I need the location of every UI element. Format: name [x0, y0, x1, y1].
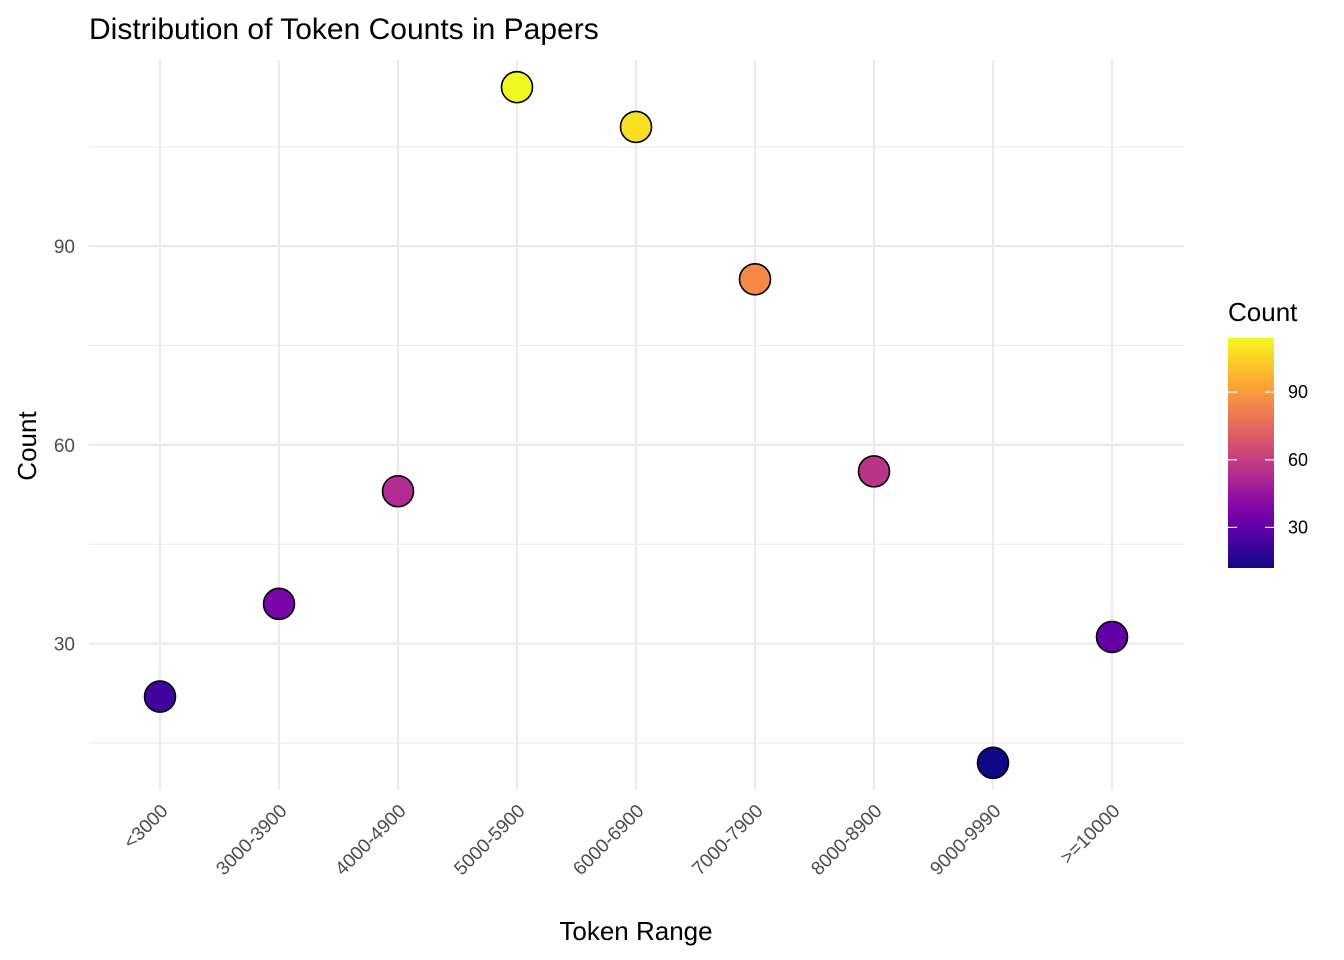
data-point: [381, 474, 415, 508]
data-point: [143, 680, 177, 713]
legend-tick-label: 60: [1288, 450, 1308, 470]
legend-tick-label: 90: [1288, 382, 1308, 402]
y-tick-label: 90: [54, 237, 75, 258]
colorbar-ticks: 30 60 90: [1228, 382, 1308, 537]
x-tick-label: 7000-7900: [688, 801, 767, 880]
data-points: [143, 70, 1129, 780]
x-tick-label: 5000-5900: [450, 801, 529, 880]
x-tick-label: 9000-9990: [926, 801, 1005, 880]
x-axis-title: Token Range: [559, 916, 712, 946]
y-axis-title: Count: [12, 411, 42, 481]
data-point: [262, 587, 296, 621]
data-point: [738, 262, 772, 296]
data-point: [500, 70, 534, 104]
x-tick-label: >=10000: [1057, 801, 1125, 869]
x-tick-label: 4000-4900: [331, 801, 410, 880]
data-point: [619, 110, 653, 144]
data-point: [1095, 620, 1129, 654]
x-tick-label: <3000: [120, 801, 173, 854]
legend-tick-label: 30: [1288, 517, 1308, 537]
y-axis-tick-labels: 30 60 90: [54, 237, 75, 655]
y-tick-label: 60: [54, 436, 75, 457]
color-legend: Count 30 60 90: [1228, 297, 1308, 568]
grid: [89, 60, 1184, 790]
data-point: [857, 455, 891, 488]
x-tick-label: 3000-3900: [212, 801, 291, 880]
x-tick-label: 6000-6900: [569, 801, 648, 880]
y-tick-label: 30: [54, 635, 75, 656]
colorbar: [1228, 338, 1274, 568]
chart-title: Distribution of Token Counts in Papers: [89, 13, 599, 46]
data-point: [976, 746, 1010, 780]
x-axis-tick-labels: <3000 3000-3900 4000-4900 5000-5900 6000-690…: [120, 801, 1125, 880]
x-tick-label: 8000-8900: [807, 801, 886, 880]
legend-title: Count: [1228, 297, 1298, 327]
